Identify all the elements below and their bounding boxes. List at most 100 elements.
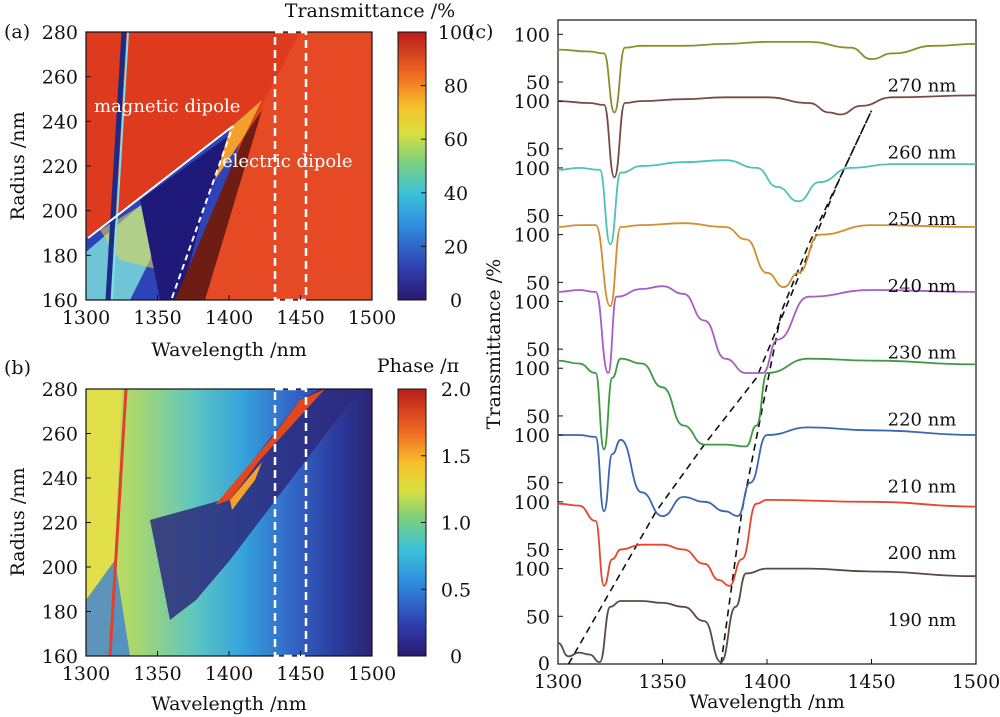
- colorbar-tick-label: 80: [444, 76, 468, 98]
- x-tick-label: 1350: [133, 663, 181, 685]
- y-tick-label: 260: [42, 67, 78, 89]
- x-tick-label: 1500: [348, 307, 396, 329]
- c-x-ticks: 1300 1350 1400 1450 1500: [534, 659, 1000, 693]
- y-tick-label: 200: [42, 557, 78, 579]
- y-tick-label: 50: [526, 339, 550, 361]
- guide-dashed-line: [567, 110, 873, 665]
- y-tick-label: 260: [42, 424, 78, 446]
- panel-c-label: (c): [468, 21, 493, 43]
- panel-b: (b) 1300 1350 1400 1450 1500 160 180 200 220 240…: [4, 355, 471, 715]
- y-tick-label: 240: [42, 111, 78, 133]
- y-tick-label: 100: [514, 425, 550, 447]
- x-tick-label: 1450: [276, 307, 324, 329]
- y-tick-label: 100: [514, 559, 550, 581]
- y-tick-label: 50: [526, 473, 550, 495]
- colorbar-tick-label: 1.5: [441, 446, 471, 468]
- b-x-ticks: 1300 1350 1400 1450 1500: [62, 651, 396, 685]
- series-line-200-nm: [557, 498, 977, 587]
- x-tick-label: 1400: [743, 671, 791, 693]
- heatmap-a-transition: [215, 100, 262, 180]
- heatmap-b-red-band: [215, 389, 325, 505]
- curve-label-210-nm: 210 nm: [888, 476, 957, 497]
- y-tick-label: 160: [42, 646, 78, 668]
- c-y-ticks: 5010050100501005010050100501005010050100…: [514, 24, 563, 675]
- curve-label-240-nm: 240 nm: [888, 276, 957, 297]
- heatmap-a-sharp-resonance: [105, 32, 127, 300]
- y-tick-label: 50: [526, 206, 550, 228]
- y-tick-label: 280: [42, 22, 78, 44]
- heatmap-b-lower-dark: [86, 560, 130, 656]
- y-tick-label: 100: [514, 358, 550, 380]
- y-tick-label: 50: [526, 540, 550, 562]
- y-tick-label: 50: [526, 72, 550, 94]
- y-tick-label: 200: [42, 201, 78, 223]
- curve-label-270-nm: 270 nm: [888, 76, 957, 97]
- curve-label-200-nm: 200 nm: [888, 543, 957, 564]
- x-tick-label: 1450: [276, 663, 324, 685]
- y-tick-label: 50: [526, 272, 550, 294]
- series-line-190-nm: [557, 567, 977, 664]
- series-line-260-nm: [557, 94, 977, 179]
- y-tick-label: 180: [42, 245, 78, 267]
- series-line-210-nm: [558, 426, 977, 518]
- series-line-220-nm: [557, 357, 977, 451]
- curve-label-220-nm: 220 nm: [888, 409, 957, 430]
- x-tick-label: 1350: [133, 307, 181, 329]
- x-tick-label: 1300: [62, 663, 110, 685]
- b-y-axis-title: Radius /nm: [7, 468, 29, 577]
- colorbar-tick-label: 100: [438, 22, 474, 44]
- panel-c: (c) 501005010050100501005010050100501005…: [468, 19, 1000, 713]
- y-tick-label: 160: [42, 290, 78, 312]
- electric-dipole-line: [171, 125, 234, 299]
- y-tick-label: 50: [526, 606, 550, 628]
- a-y-axis-title: Radius /nm: [7, 112, 29, 221]
- panel-b-label: (b): [4, 357, 31, 379]
- y-tick-label: 220: [42, 513, 78, 535]
- panel-a: (a) magnetic dipole electric dipole 1300…: [4, 0, 474, 361]
- magnetic-dipole-label: magnetic dipole: [94, 96, 240, 117]
- colorbar-a: [397, 31, 427, 301]
- b-y-ticks: 160 180 200 220 240 260 280: [42, 379, 91, 668]
- y-tick-label: 50: [526, 406, 550, 428]
- series-line-250-nm: [557, 159, 976, 246]
- y-tick-label: 220: [42, 156, 78, 178]
- y-tick-label: 100: [514, 24, 550, 46]
- y-tick-label: 100: [514, 225, 550, 247]
- colorbar-tick-label: 0.5: [441, 579, 471, 601]
- x-tick-label: 1300: [534, 671, 582, 693]
- x-tick-label: 1450: [847, 671, 895, 693]
- colorbar-tick-label: 20: [444, 236, 468, 258]
- heatmap-b-orange-band: [230, 462, 262, 510]
- colorbar-tick-label: 0: [450, 290, 462, 312]
- colorbar-tick-label: 1.0: [441, 513, 471, 535]
- colorbar-b-ticks: 0 0.5 1.0 1.5 2.0: [421, 379, 471, 668]
- x-tick-label: 1300: [62, 307, 110, 329]
- colorbar-a-ticks: 0 20 40 60 80 100: [421, 22, 474, 312]
- colorbar-a-title: Transmittance /%: [285, 0, 455, 22]
- a-y-ticks: 160 180 200 220 240 260 280: [42, 22, 91, 312]
- curve-label-260-nm: 260 nm: [888, 142, 957, 163]
- curve-label-190-nm: 190 nm: [888, 610, 957, 631]
- series-line-270-nm: [557, 40, 977, 114]
- electric-dipole-label: electric dipole: [222, 151, 353, 172]
- heatmap-a-deep-blue: [140, 135, 230, 300]
- c-x-axis-title: Wavelength /nm: [689, 691, 844, 713]
- curve-label-230-nm: 230 nm: [888, 343, 957, 364]
- y-tick-label: 50: [526, 139, 550, 161]
- colorbar-tick-label: 0: [450, 646, 462, 668]
- y-tick-label: 100: [514, 492, 550, 514]
- c-y-axis-title: Transmittance /%: [483, 259, 505, 429]
- plot-a-highlight-box: [273, 30, 308, 302]
- panel-a-label: (a): [4, 21, 30, 43]
- colorbar-tick-label: 2.0: [441, 379, 471, 401]
- x-tick-label: 1500: [348, 663, 396, 685]
- y-tick-label: 100: [514, 91, 550, 113]
- magnetic-dipole-line: [87, 125, 234, 239]
- y-tick-label: 100: [514, 158, 550, 180]
- c-curve-labels: 190 nm 200 nm 210 nm 220 nm 230 nm 240 nm 250 …: [888, 76, 957, 631]
- heatmap-b-sharp-resonance: [108, 389, 128, 656]
- plot-b-highlight-box: [273, 387, 308, 658]
- series-line-230-nm: [557, 285, 977, 374]
- y-tick-label: 180: [42, 602, 78, 624]
